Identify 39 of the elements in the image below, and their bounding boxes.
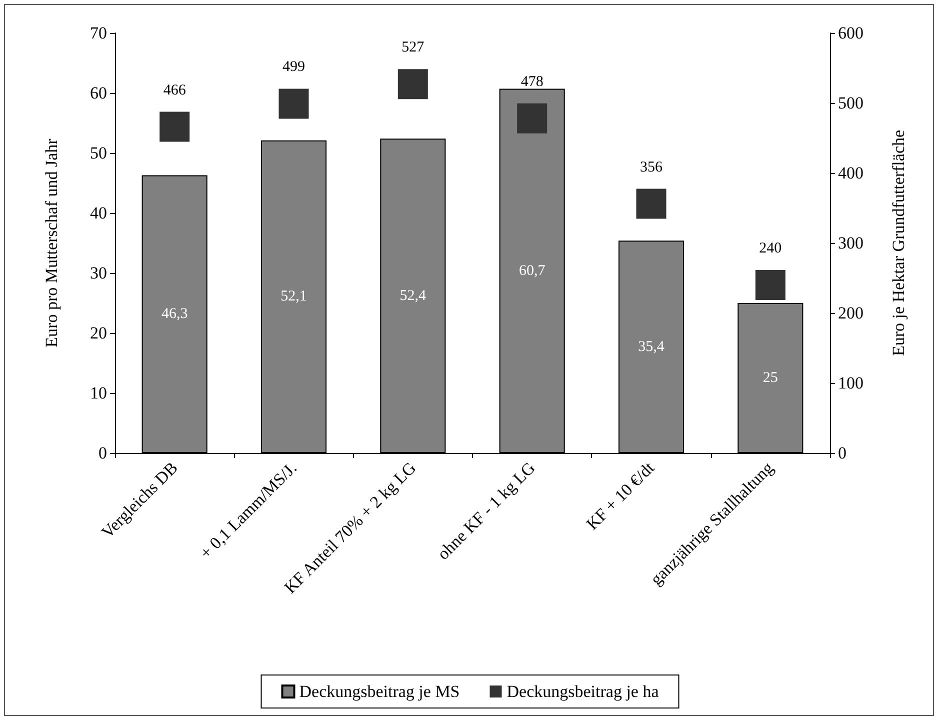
y2-tick-label: 600: [838, 24, 864, 42]
data-label: 52,4: [400, 288, 427, 304]
point: [517, 103, 548, 134]
legend-label: Deckungsbeitrag je MS: [299, 682, 460, 701]
y-axis-title: Euro pro Mutterschaf und Jahr: [42, 138, 61, 348]
point: [160, 112, 190, 142]
data-label: 25: [762, 370, 778, 386]
y-tick-label: 40: [90, 204, 107, 222]
y2-tick-label: 0: [838, 444, 846, 462]
y2-tick-label: 500: [838, 94, 864, 112]
y2-tick-label: 200: [838, 304, 864, 322]
data-label: 60,7: [518, 262, 546, 279]
point: [636, 188, 666, 219]
point: [398, 69, 428, 100]
y2-axis-title: Euro je Hektar Grundfutterfläche: [889, 130, 908, 356]
y2-tick-label: 100: [838, 374, 864, 392]
data-label: 527: [402, 40, 425, 56]
y-tick-label: 20: [90, 324, 107, 342]
y-tick-label: 10: [90, 384, 107, 402]
data-label: 240: [759, 240, 782, 256]
data-label: 478: [520, 74, 544, 90]
y-tick-label: 30: [90, 264, 107, 282]
y2-tick-label: 400: [838, 164, 864, 182]
point: [278, 88, 309, 119]
x-tick-label: KF + 10 €/dt: [582, 458, 658, 534]
x-tick-label: ohne KF - 1 kg LG: [434, 458, 539, 564]
data-label: 356: [640, 159, 663, 176]
y-tick-label: 0: [98, 444, 107, 462]
data-label: 46,3: [161, 306, 188, 322]
point: [755, 270, 786, 300]
y-tick-label: 60: [90, 84, 107, 102]
y-tick-label: 50: [90, 144, 107, 162]
data-label: 466: [163, 82, 186, 98]
legend-label: Deckungsbeitrag je ha: [506, 682, 660, 701]
data-label: 35,4: [638, 338, 665, 355]
y-tick-label: 70: [90, 24, 107, 42]
data-label: 499: [282, 59, 305, 76]
data-label: 52,1: [280, 288, 307, 305]
y2-tick-label: 300: [838, 234, 864, 252]
